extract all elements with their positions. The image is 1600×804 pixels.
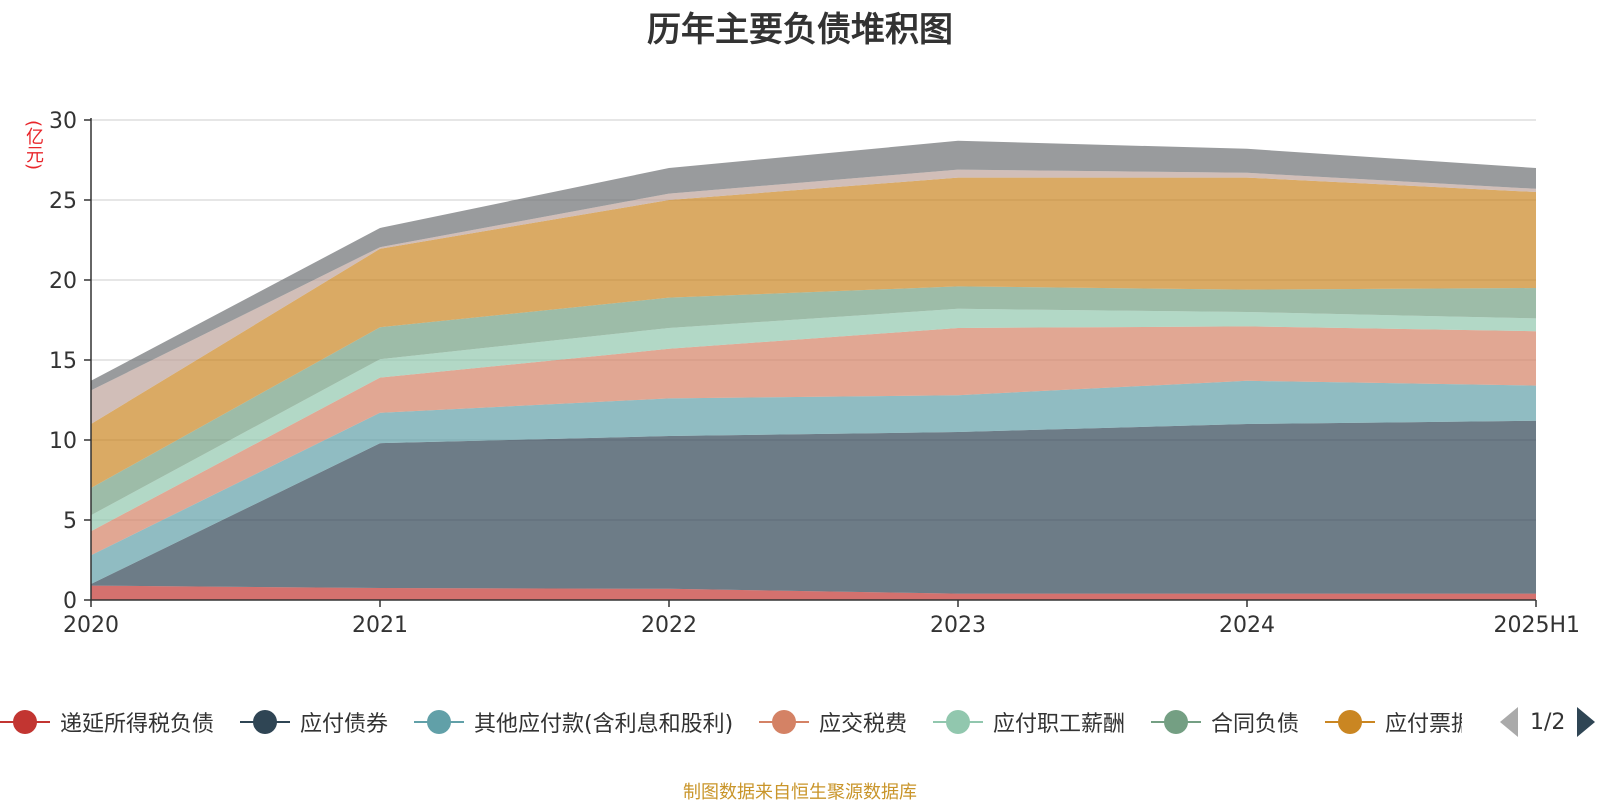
y-tick-label: 25: [49, 189, 77, 214]
legend-item[interactable]: 应交税费: [759, 705, 907, 739]
legend-prev-arrow-icon[interactable]: [1500, 707, 1518, 737]
area-series-8[interactable]: [91, 140, 1536, 391]
area-series-5[interactable]: [91, 286, 1536, 516]
axes: 0 5 10 15 20 25 30 2020 2021 2022 2023 2024 2025H1: [49, 109, 1580, 638]
x-tick-label: 2023: [930, 613, 986, 638]
legend-marker-icon: [414, 705, 464, 739]
legend-label: 应交税费: [819, 712, 908, 737]
area-series-2[interactable]: [91, 380, 1536, 584]
legend-item[interactable]: 其他应付款(含利息和股利): [414, 705, 733, 739]
x-tick-label: 2022: [641, 613, 697, 638]
legend-marker-icon: [1151, 705, 1201, 739]
area-series-1[interactable]: [91, 420, 1536, 594]
legend-marker-icon: [759, 705, 809, 739]
legend-item[interactable]: 应付债券: [240, 705, 388, 739]
legend-marker-icon: [240, 705, 290, 739]
legend-page-indicator: 1/2: [1530, 709, 1566, 735]
legend-marker-icon: [933, 705, 983, 739]
legend-label: 其他应付款(含利息和股利): [474, 712, 734, 737]
x-tick-label: 2021: [352, 613, 408, 638]
x-tick-label: 2024: [1219, 613, 1275, 638]
area-series-0[interactable]: [91, 585, 1536, 600]
legend-item[interactable]: 应付票据及应付账款: [1325, 705, 1462, 739]
legend-pager: 1/2: [1500, 705, 1596, 739]
legend-label: 应付债券: [300, 712, 389, 737]
y-tick-label: 15: [49, 349, 77, 374]
source-note: 制图数据来自恒生聚源数据库: [683, 782, 917, 803]
y-tick-label: 10: [49, 429, 77, 454]
y-tick-label: 20: [49, 269, 77, 294]
y-tick-label: 5: [63, 509, 77, 534]
x-tick-label: 2020: [63, 613, 119, 638]
y-axis-unit-label: (亿元): [23, 120, 44, 171]
legend: 递延所得税负债 应付债券 其他应付款(含利息和股利) 应交税费 应付职工薪酬 合同负债 应付…: [0, 705, 1600, 765]
area-series: [91, 140, 1536, 600]
legend-label: 递延所得税负债: [60, 712, 215, 737]
legend-next-arrow-icon[interactable]: [1577, 707, 1596, 737]
x-tick-label: 2025H1: [1493, 613, 1580, 638]
legend-label: 应付职工薪酬: [993, 712, 1126, 737]
legend-item[interactable]: 应付职工薪酬: [933, 705, 1125, 739]
legend-label: 合同负债: [1211, 712, 1300, 737]
y-tick-label: 30: [49, 109, 77, 134]
legend-items: 递延所得税负债 应付债券 其他应付款(含利息和股利) 应交税费 应付职工薪酬 合同负债 应付…: [0, 705, 1462, 745]
legend-label: 应付票据及应付账款: [1385, 712, 1462, 737]
chart-title: 历年主要负债堆积图: [647, 10, 953, 50]
legend-item[interactable]: 递延所得税负债: [0, 705, 214, 739]
y-tick-label: 0: [63, 589, 77, 614]
stacked-area-chart: 0 5 10 15 20 25 30 2020 2021 2022 2023 2024 2025H1: [49, 109, 1580, 638]
area-series-4[interactable]: [91, 308, 1536, 532]
area-series-6[interactable]: [91, 177, 1536, 488]
legend-marker-icon: [1325, 705, 1375, 739]
legend-item[interactable]: 合同负债: [1151, 705, 1299, 739]
area-series-3[interactable]: [91, 326, 1536, 556]
legend-marker-icon: [0, 705, 50, 739]
